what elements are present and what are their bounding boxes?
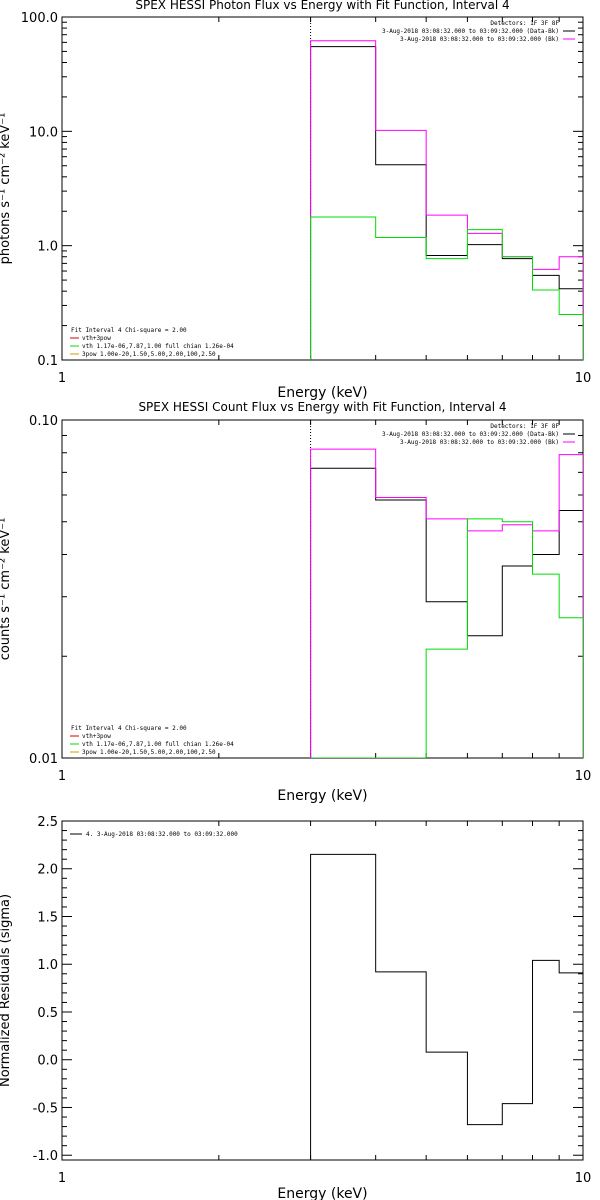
x-axis-label: Energy (keV) <box>277 385 367 401</box>
legend-entry: vth 1.17e-06,7.87,1.00 full chian 1.26e-… <box>82 343 234 350</box>
legend-entry: vth+3pow <box>82 335 111 342</box>
y-tick-label: 0.5 <box>37 1006 58 1021</box>
x-axis-label: Energy (keV) <box>277 788 367 804</box>
x-tick-label: 1 <box>58 1171 66 1186</box>
legend-entry: 4. 3-Aug-2018 03:08:32.000 to 03:09:32.0… <box>86 831 238 838</box>
plot-frame <box>61 820 584 1161</box>
x-tick-label: 10 <box>575 769 592 784</box>
chart-title: SPEX HESSI Count Flux vs Energy with Fit… <box>138 400 506 414</box>
series-line-1 <box>310 853 583 1160</box>
chart-panel-3: 1 10 -1.0 -0.5 0.0 0.5 1.0 1.5 2.0 2.5 Energy (keV… <box>0 815 591 1200</box>
legend-entry: Fit Interval 4 Chi-square = 2.00 <box>71 725 187 732</box>
chart-panel-1: SPEX HESSI Photon Flux vs Energy with Fi… <box>0 0 591 401</box>
legend-entry: Fit Interval 4 Chi-square = 2.00 <box>71 327 187 334</box>
data-layer <box>310 853 583 1160</box>
chart-title: SPEX HESSI Photon Flux vs Energy with Fi… <box>135 0 509 12</box>
series-line-3 <box>310 216 583 360</box>
y-tick-label: 0.1 <box>37 354 58 369</box>
y-axis-label: photons s⁻¹ cm⁻² keV⁻¹ <box>0 113 13 265</box>
y-tick-label: 0.01 <box>29 752 58 767</box>
legend-entry: vth 1.17e-06,7.87,1.00 full chian 1.26e-… <box>82 741 234 748</box>
y-tick-label: 10.0 <box>29 125 58 140</box>
y-tick-label: 1.0 <box>37 958 58 973</box>
y-axis-label: Normalized Residuals (sigma) <box>0 894 13 1087</box>
legend-entry: 3-Aug-2018 03:08:32.000 to 03:09:32.000 … <box>382 431 559 438</box>
plot-frame <box>61 16 584 361</box>
y-tick-label: -1.0 <box>33 1149 58 1164</box>
y-tick-label: 2.0 <box>37 863 58 878</box>
legend-entry: Detectors: 1F 3F 8F <box>490 20 559 27</box>
legend-entry: Detectors: 1F 3F 8F <box>490 423 559 430</box>
plot-frame <box>61 419 584 759</box>
x-tick-label: 10 <box>575 1171 592 1186</box>
series-line-2 <box>310 448 583 758</box>
y-tick-label: 0.10 <box>29 414 58 429</box>
legend-entry: 3-Aug-2018 03:08:32.000 to 03:09:32.000 … <box>400 36 559 43</box>
y-tick-label: -0.5 <box>33 1101 58 1116</box>
x-axis-label: Energy (keV) <box>277 1186 367 1200</box>
data-layer <box>310 17 583 360</box>
legend-entry: 3pow 1.00e-20,1.50,5.00,2.00,100,2.50 <box>82 351 216 358</box>
legend-entry: vth+3pow <box>82 733 111 740</box>
legend-entry: 3pow 1.00e-20,1.50,5.00,2.00,100,2.50 <box>82 749 216 756</box>
data-layer <box>310 420 583 758</box>
x-tick-label: 10 <box>575 371 592 386</box>
x-tick-label: 1 <box>58 769 66 784</box>
series-line-1 <box>310 46 583 360</box>
chart-panel-2: SPEX HESSI Count Flux vs Energy with Fit… <box>0 400 591 804</box>
y-axis-label: counts s⁻¹ cm⁻² keV⁻¹ <box>0 518 13 661</box>
series-line-1 <box>310 467 583 758</box>
series-line-3 <box>310 518 583 758</box>
y-tick-label: 1.5 <box>37 910 58 925</box>
x-tick-label: 1 <box>58 371 66 386</box>
y-tick-label: 100.0 <box>21 11 58 26</box>
y-tick-label: 2.5 <box>37 815 58 830</box>
legend-entry: 3-Aug-2018 03:08:32.000 to 03:09:32.000 … <box>382 28 559 35</box>
y-tick-label: 1.0 <box>37 240 58 255</box>
legend-entry: 3-Aug-2018 03:08:32.000 to 03:09:32.000 … <box>400 439 559 446</box>
series-line-2 <box>310 40 583 360</box>
y-tick-label: 0.0 <box>37 1054 58 1069</box>
